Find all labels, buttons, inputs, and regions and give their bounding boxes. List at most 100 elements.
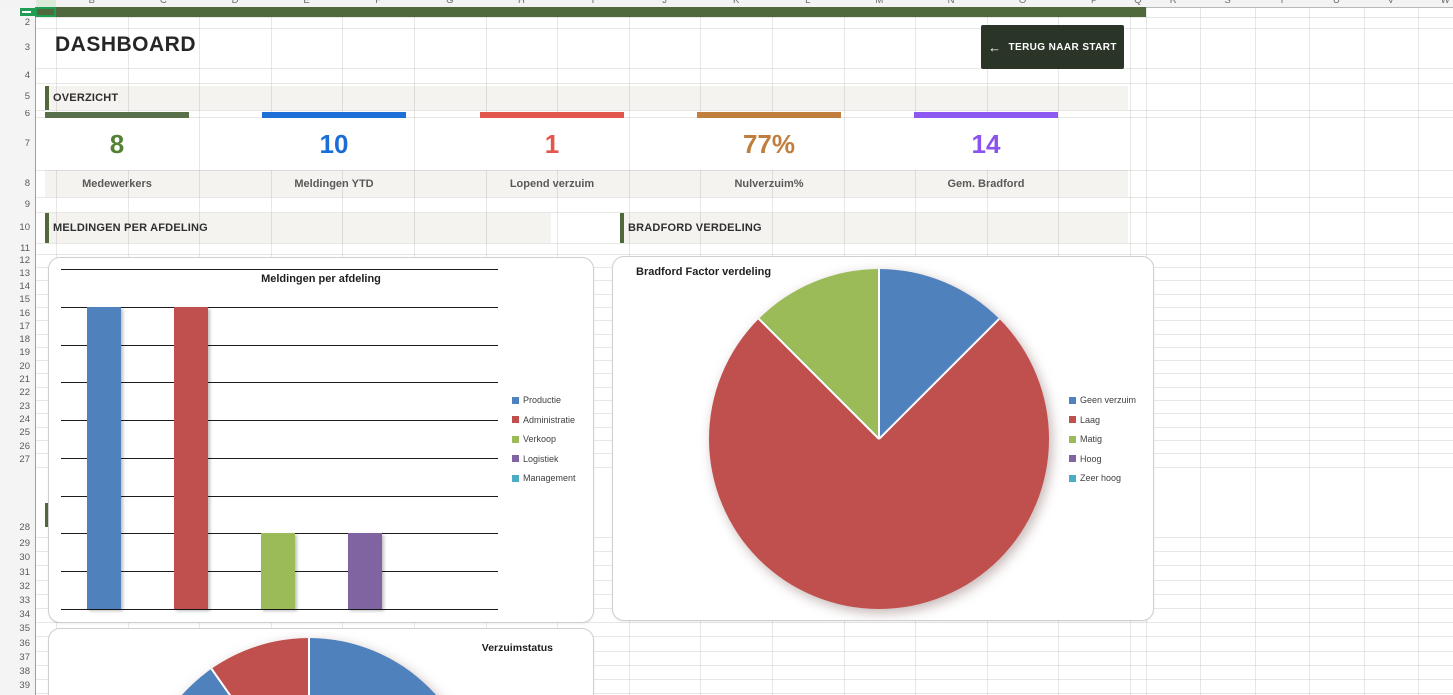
grid-row-number[interactable]: 34 (19, 609, 30, 621)
grid-row-number[interactable]: 28 (19, 522, 30, 533)
grid-column-letter[interactable]: T (1279, 0, 1285, 6)
gridline-horizontal (36, 243, 1453, 244)
legend-label: Geen verzuim (1080, 395, 1137, 405)
grid-row-number[interactable]: 2 (24, 17, 30, 28)
bar-chart-panel[interactable]: Meldingen per afdeling Productie Administr… (48, 257, 594, 623)
grid-column-letter[interactable]: C (159, 0, 167, 6)
grid-row-number[interactable]: 11 (20, 243, 30, 254)
grid-row-number[interactable]: 4 (24, 69, 30, 81)
legend-item[interactable]: Verkoop (512, 434, 556, 444)
grid-row-number[interactable]: 20 (19, 360, 30, 372)
grid-column-letter[interactable]: N (947, 0, 955, 6)
legend-swatch (1069, 396, 1076, 404)
grid-row-number[interactable]: 32 (19, 580, 30, 592)
legend-item[interactable]: Zeer hoog (1069, 473, 1121, 483)
plot-gridline (61, 306, 498, 308)
grid-row-number[interactable]: 38 (19, 665, 30, 677)
grid-row-number[interactable]: 22 (19, 387, 30, 399)
legend-item[interactable]: Matig (1069, 434, 1102, 444)
grid-row-number[interactable]: 21 (19, 374, 30, 386)
grid-column-letter[interactable]: U (1332, 0, 1340, 6)
grid-row-number[interactable]: 19 (19, 347, 30, 359)
grid-row-number[interactable]: 10 (19, 221, 30, 233)
legend-item[interactable]: Productie (512, 395, 561, 405)
grid-row-number[interactable]: 17 (19, 320, 30, 332)
grid-row-number[interactable]: 5 (24, 90, 30, 102)
grid-row-number[interactable]: 9 (24, 198, 30, 210)
row-header-gutter[interactable]: 2 3 4 5 6 7 8 9 10 11 12 13 14 15 16 17 18 19 20 21 22 23 24 25… (0, 7, 36, 695)
grid-row-number[interactable]: 39 (19, 680, 30, 692)
grid-row-number[interactable]: 36 (19, 637, 30, 649)
kpi-card[interactable]: 1 (480, 112, 624, 170)
plot-gridline (61, 420, 498, 422)
kpi-card[interactable]: 10 (262, 112, 406, 170)
grid-column-letter[interactable]: Q (1134, 0, 1142, 6)
grid-column-letter[interactable]: D (231, 0, 239, 6)
grid-row-number[interactable]: 25 (19, 427, 30, 439)
grid-column-letter[interactable]: O (1018, 0, 1027, 6)
grid-column-letter[interactable]: I (591, 0, 595, 6)
grid-column-letter[interactable]: R (1169, 0, 1177, 6)
grid-row-number[interactable]: 6 (24, 110, 30, 117)
grid-row-number[interactable]: 3 (24, 42, 30, 53)
grid-row-number[interactable]: 26 (19, 440, 30, 452)
kpi-accent-bar (262, 112, 406, 118)
gridline-horizontal (36, 17, 1453, 18)
grid-column-letter[interactable]: P (1091, 0, 1098, 6)
grid-column-letter[interactable]: G (446, 0, 454, 6)
grid-row-number[interactable]: 8 (24, 177, 30, 189)
legend-item[interactable]: Geen verzuim (1069, 395, 1136, 405)
row-1-fill (36, 7, 1146, 17)
grid-row-number[interactable]: 23 (19, 400, 30, 412)
grid-row-number[interactable]: 31 (19, 566, 30, 578)
legend-item[interactable]: Laag (1069, 415, 1100, 425)
grid-column-letter[interactable]: S (1224, 0, 1231, 6)
gridline-horizontal (36, 68, 1453, 69)
grid-column-letter[interactable]: B (88, 0, 95, 6)
grid-row-number[interactable]: 29 (19, 538, 30, 550)
grid-column-letter[interactable]: E (303, 0, 310, 6)
legend-item[interactable]: Hoog (1069, 454, 1102, 464)
grid-row-number[interactable]: 15 (19, 294, 30, 306)
grid-row-number[interactable]: 35 (19, 623, 30, 635)
legend-label: Productie (523, 395, 562, 405)
gridline-horizontal (36, 28, 1453, 29)
gridline-horizontal (36, 197, 1453, 198)
verzuimstatus-pie-panel[interactable]: Verzuimstatus (48, 628, 594, 695)
kpi-value: 8 (109, 128, 125, 159)
kpi-card[interactable]: 14 (914, 112, 1058, 170)
grid-row-number[interactable]: 14 (19, 280, 30, 292)
legend-label: Hoog (1080, 453, 1102, 464)
grid-row-number[interactable]: 18 (19, 334, 30, 346)
grid-row-number[interactable]: 16 (19, 307, 30, 319)
bradford-pie-panel[interactable]: Bradford Factor verdeling Geen verzuim Laa… (612, 256, 1154, 621)
grid-column-letter[interactable]: H (517, 0, 525, 6)
grid-row-number[interactable]: 37 (19, 651, 30, 663)
grid-row-number[interactable]: 13 (19, 267, 30, 279)
grid-row-number[interactable]: 12 (19, 254, 30, 266)
grid-column-letter[interactable]: W (1440, 0, 1450, 6)
grid-row-number[interactable]: 24 (19, 413, 30, 425)
grid-column-letter[interactable]: V (1387, 0, 1394, 6)
back-button[interactable]: ← TERUG NAAR START (981, 25, 1124, 69)
grid-column-letter[interactable]: K (733, 0, 740, 6)
legend-item[interactable]: Logistiek (512, 454, 559, 464)
active-cell-outline[interactable] (35, 7, 56, 17)
grid-row-number[interactable]: 27 (19, 453, 30, 465)
bar-series-0 (87, 306, 121, 609)
grid-column-letter[interactable]: M (875, 0, 884, 6)
grid-row-number[interactable]: 30 (19, 552, 30, 564)
legend-item[interactable]: Management (512, 473, 576, 483)
legend-item[interactable]: Administratie (512, 415, 575, 425)
grid-column-letter[interactable]: J (662, 0, 667, 6)
legend-label: Verkoop (523, 434, 557, 444)
kpi-card[interactable]: 77% (697, 112, 841, 170)
grid-row-number[interactable]: 33 (19, 594, 30, 606)
legend-swatch (1069, 416, 1076, 423)
grid-column-letter[interactable]: L (805, 0, 811, 6)
kpi-value-area: 1 (480, 118, 624, 170)
grid-column-letter[interactable]: F (375, 0, 382, 6)
kpi-card[interactable]: 8 (45, 112, 189, 170)
grid-row-number[interactable]: 7 (24, 137, 30, 149)
section-bar-afdeling (45, 213, 551, 243)
